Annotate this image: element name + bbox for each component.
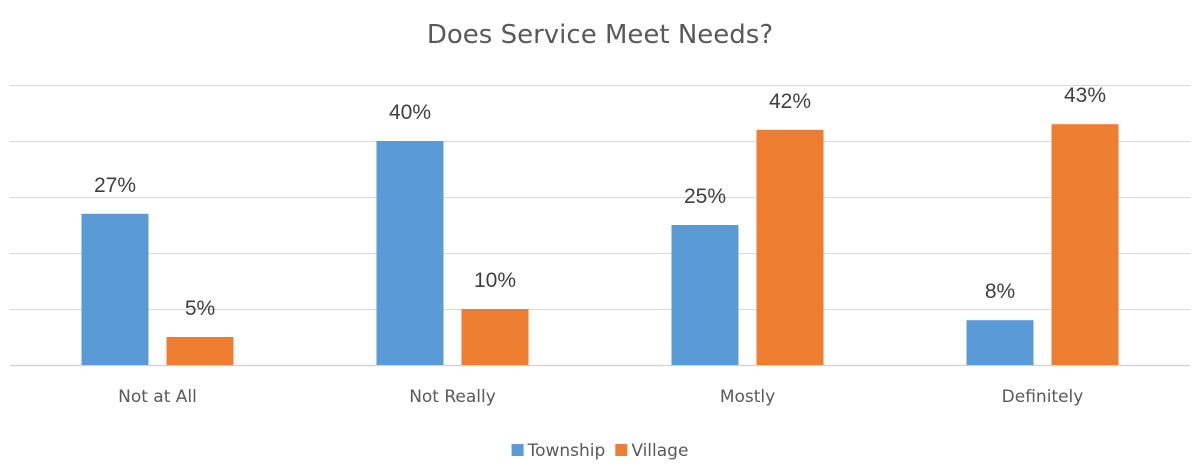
data-label: 25% bbox=[684, 185, 726, 208]
x-axis-ticks: Not at All Not Really Mostly Definitely bbox=[118, 387, 1083, 407]
legend-label: Village bbox=[631, 441, 688, 461]
legend-label: Township bbox=[527, 441, 606, 461]
x-tick-label: Not at All bbox=[118, 387, 197, 407]
legend-swatch bbox=[615, 444, 628, 456]
legend: Township Village bbox=[511, 441, 688, 461]
x-tick-label: Definitely bbox=[1002, 387, 1084, 407]
bar-village-definitely bbox=[1051, 124, 1119, 365]
bar-township-definitely bbox=[966, 320, 1034, 365]
data-labels: 27% 5% 40% 10% 25% 42% 8% 43% bbox=[94, 84, 1106, 320]
bar-village-not-at-all bbox=[166, 337, 234, 365]
data-label: 42% bbox=[769, 90, 811, 113]
x-tick-label: Not Really bbox=[409, 387, 496, 407]
data-label: 8% bbox=[985, 280, 1015, 303]
data-label: 10% bbox=[474, 269, 516, 292]
bar-township-mostly bbox=[671, 225, 739, 365]
legend-item-township: Township bbox=[511, 441, 606, 461]
bar-township-not-really bbox=[376, 141, 444, 365]
bar-village-mostly bbox=[756, 129, 824, 365]
bar-village-not-really bbox=[461, 309, 529, 365]
grid-lines bbox=[10, 85, 1190, 367]
x-tick-label: Mostly bbox=[720, 387, 775, 407]
bar-township-not-at-all bbox=[81, 213, 149, 365]
data-label: 5% bbox=[185, 297, 215, 320]
data-label: 27% bbox=[94, 174, 136, 197]
chart-title: Does Service Meet Needs? bbox=[427, 20, 773, 50]
data-label: 43% bbox=[1064, 84, 1106, 107]
legend-swatch bbox=[511, 444, 524, 456]
bars bbox=[81, 124, 1119, 365]
data-label: 40% bbox=[389, 101, 431, 124]
legend-item-village: Village bbox=[615, 441, 688, 461]
